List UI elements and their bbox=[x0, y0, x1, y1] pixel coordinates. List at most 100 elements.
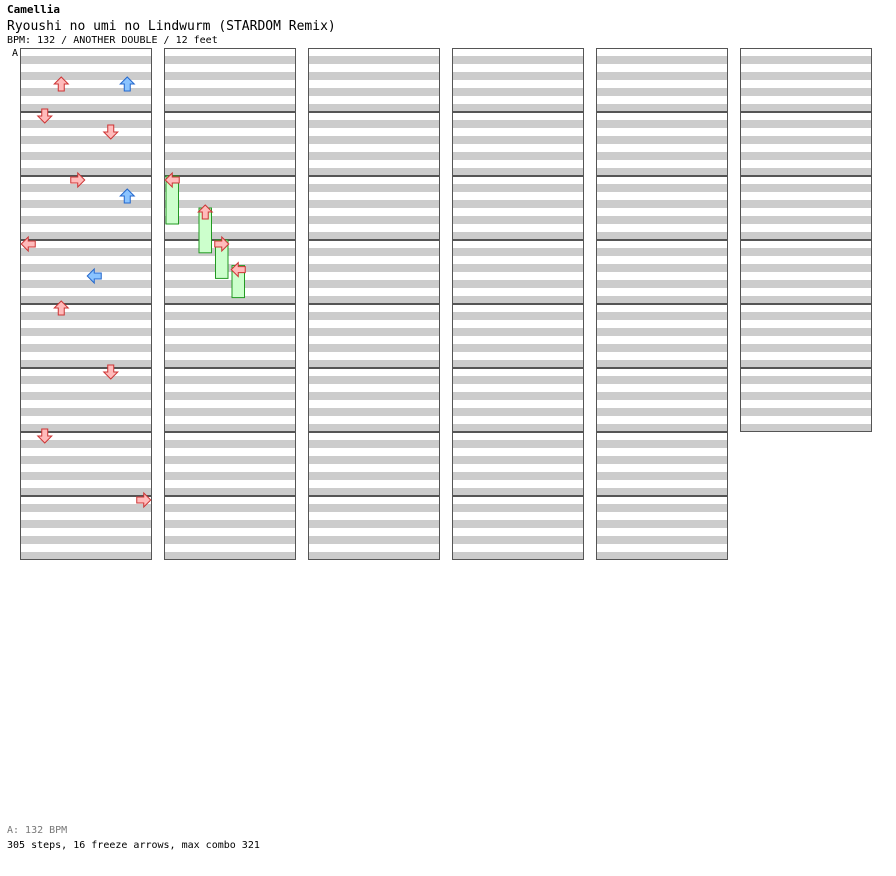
beat-band-light bbox=[740, 96, 872, 104]
beat-band-dark bbox=[20, 232, 152, 240]
beat-band-light bbox=[596, 368, 728, 376]
beat-band-dark bbox=[164, 88, 296, 96]
measure-box bbox=[740, 48, 872, 112]
beat-band-dark bbox=[20, 216, 152, 224]
step-arrow bbox=[70, 171, 86, 189]
beat-band-dark bbox=[308, 392, 440, 400]
beat-band-light bbox=[596, 96, 728, 104]
beat-band-dark bbox=[740, 424, 872, 432]
beat-band-dark bbox=[164, 56, 296, 64]
beat-band-light bbox=[20, 160, 152, 168]
beat-band-dark bbox=[308, 328, 440, 336]
beat-band-light bbox=[596, 384, 728, 392]
beat-band-dark bbox=[596, 120, 728, 128]
beat-band-dark bbox=[596, 376, 728, 384]
beat-band-dark bbox=[452, 184, 584, 192]
measure-box bbox=[308, 176, 440, 240]
beat-band-dark bbox=[452, 280, 584, 288]
beat-band-dark bbox=[596, 104, 728, 112]
beat-band-dark bbox=[740, 104, 872, 112]
beat-band-dark bbox=[308, 312, 440, 320]
beat-band-light bbox=[20, 464, 152, 472]
beat-band-light bbox=[164, 144, 296, 152]
beat-band-dark bbox=[596, 72, 728, 80]
arrow-shape bbox=[230, 261, 246, 278]
beat-band-light bbox=[596, 176, 728, 184]
beat-band-light bbox=[308, 464, 440, 472]
beat-band-dark bbox=[164, 152, 296, 160]
arrow-shape bbox=[214, 235, 230, 253]
beat-band-light bbox=[740, 80, 872, 88]
beat-band-dark bbox=[20, 456, 152, 464]
beat-band-light bbox=[308, 256, 440, 264]
measure-box bbox=[20, 368, 152, 432]
beat-band-dark bbox=[596, 136, 728, 144]
step-arrow bbox=[102, 364, 119, 380]
step-arrow bbox=[136, 491, 152, 509]
beat-band-dark bbox=[596, 56, 728, 64]
beat-band-light bbox=[596, 64, 728, 72]
measure-box bbox=[20, 432, 152, 496]
beat-band-dark bbox=[740, 328, 872, 336]
song-title: Ryoushi no umi no Lindwurm (STARDOM Remi… bbox=[7, 19, 336, 34]
beat-band-light bbox=[740, 64, 872, 72]
beat-band-light bbox=[740, 240, 872, 248]
beat-band-light bbox=[596, 160, 728, 168]
beat-band-light bbox=[740, 176, 872, 184]
beat-band-light bbox=[596, 192, 728, 200]
beat-band-dark bbox=[20, 88, 152, 96]
measure-box bbox=[740, 368, 872, 432]
beat-band-dark bbox=[20, 344, 152, 352]
measure-box bbox=[164, 240, 296, 304]
measure-box bbox=[20, 112, 152, 176]
beat-band-light bbox=[308, 528, 440, 536]
beat-band-light bbox=[596, 128, 728, 136]
beat-band-light bbox=[596, 272, 728, 280]
beat-band-light bbox=[164, 336, 296, 344]
beat-band-dark bbox=[740, 280, 872, 288]
step-chart bbox=[20, 48, 872, 560]
beat-band-light bbox=[164, 112, 296, 120]
beat-band-light bbox=[20, 528, 152, 536]
measure-box bbox=[596, 432, 728, 496]
beat-band-light bbox=[164, 176, 296, 184]
beat-band-dark bbox=[596, 408, 728, 416]
beat-band-dark bbox=[20, 424, 152, 432]
measure-box bbox=[740, 112, 872, 176]
beat-band-light bbox=[20, 128, 152, 136]
beat-band-light bbox=[452, 480, 584, 488]
beat-band-light bbox=[452, 448, 584, 456]
beat-band-dark bbox=[740, 312, 872, 320]
measure-box bbox=[308, 240, 440, 304]
beat-band-dark bbox=[164, 360, 296, 368]
beat-band-dark bbox=[20, 312, 152, 320]
beat-band-light bbox=[740, 256, 872, 264]
beat-band-dark bbox=[596, 200, 728, 208]
beat-band-dark bbox=[740, 56, 872, 64]
beat-band-light bbox=[164, 48, 296, 56]
beat-band-dark bbox=[308, 168, 440, 176]
beat-band-dark bbox=[164, 280, 296, 288]
beat-band-dark bbox=[308, 200, 440, 208]
beat-band-dark bbox=[740, 360, 872, 368]
beat-band-dark bbox=[596, 536, 728, 544]
beat-band-dark bbox=[308, 504, 440, 512]
beat-band-light bbox=[164, 272, 296, 280]
beat-band-light bbox=[164, 64, 296, 72]
beat-band-light bbox=[308, 288, 440, 296]
beat-band-dark bbox=[740, 392, 872, 400]
beat-band-dark bbox=[452, 56, 584, 64]
beat-band-dark bbox=[596, 328, 728, 336]
beat-band-light bbox=[740, 352, 872, 360]
beat-band-dark bbox=[20, 392, 152, 400]
beat-band-light bbox=[164, 352, 296, 360]
beat-band-light bbox=[308, 112, 440, 120]
beat-band-light bbox=[20, 256, 152, 264]
artist-name: Camellia bbox=[7, 3, 60, 16]
beat-band-light bbox=[20, 240, 152, 248]
beat-band-light bbox=[596, 80, 728, 88]
beat-band-dark bbox=[596, 520, 728, 528]
beat-band-dark bbox=[452, 344, 584, 352]
measure-box bbox=[452, 112, 584, 176]
beat-band-light bbox=[596, 48, 728, 56]
